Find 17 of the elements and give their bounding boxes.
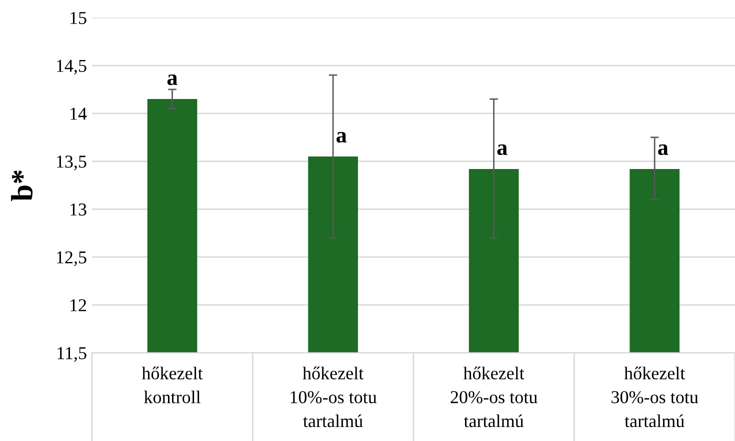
y-tick-label: 15 xyxy=(70,12,86,24)
x-tick-label: hőkezelt 10%-os totu tartalmú xyxy=(290,366,377,428)
x-tick-label: hőkezelt 20%-os totu tartalmú xyxy=(450,366,538,428)
annotation: a xyxy=(167,74,178,86)
y-axis-title: b* xyxy=(11,170,33,201)
y-tick-label: 12,5 xyxy=(57,251,86,266)
y-tick-label: 13 xyxy=(70,203,86,216)
x-tick-label: hőkezelt kontroll xyxy=(142,366,203,404)
y-tick-label: 11,5 xyxy=(58,347,86,362)
annotation: a xyxy=(497,144,508,156)
annotation: a xyxy=(658,144,668,156)
y-tick-label: 12 xyxy=(70,299,86,312)
y-tick-label: 13,5 xyxy=(57,156,86,170)
y-tick-label: 14 xyxy=(70,108,87,120)
x-tick-label: hőkezelt 30%-os totu tartalmú xyxy=(612,366,698,428)
annotation: a xyxy=(336,132,347,143)
y-tick-label: 14,5 xyxy=(57,60,86,75)
